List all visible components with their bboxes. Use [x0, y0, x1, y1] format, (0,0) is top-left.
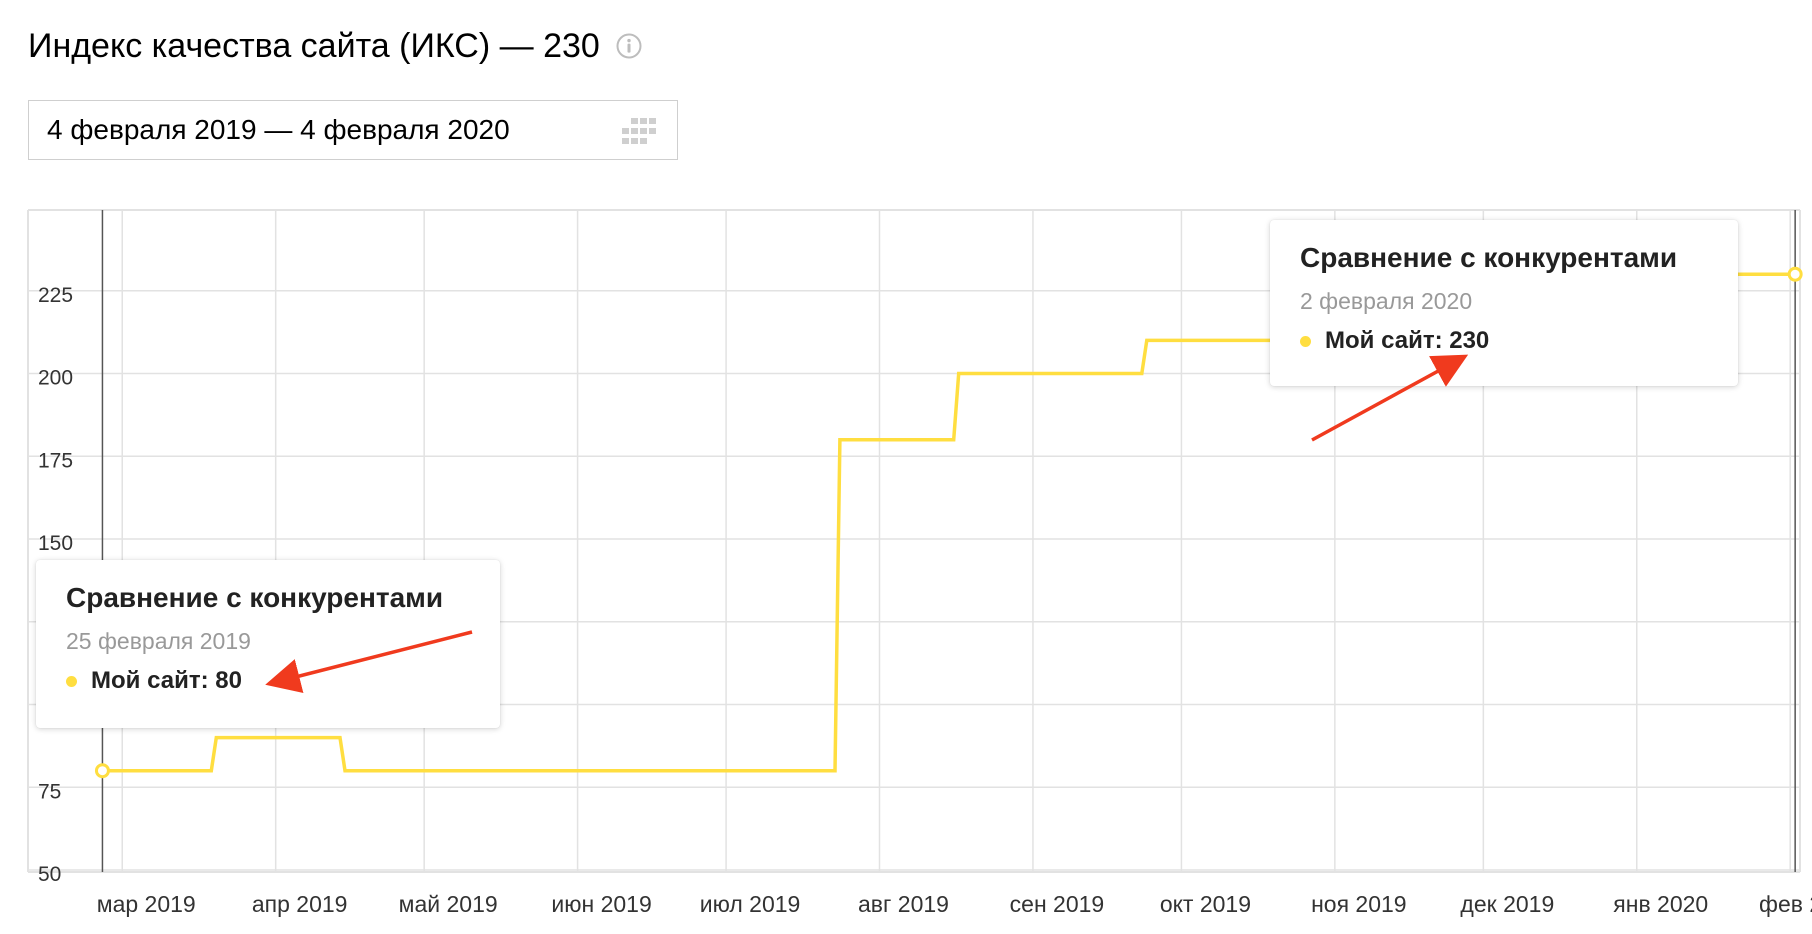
- grid-layer: [27, 209, 1801, 873]
- page-title: Индекс качества сайта (ИКС) — 230: [28, 20, 642, 72]
- x-tick-label: окт 2019: [1160, 891, 1251, 917]
- x-tick-label: июн 2019: [551, 891, 651, 917]
- date-range-value: 4 февраля 2019 — 4 февраля 2020: [47, 114, 510, 145]
- x-tick-label: май 2019: [399, 891, 498, 917]
- x-tick-label: мар 2019: [97, 891, 196, 917]
- y-axis-ticks: 225 200 175 150 75 50: [38, 284, 73, 886]
- x-tick-label: янв 2020: [1613, 891, 1708, 917]
- legend-dot: [1300, 335, 1311, 347]
- tooltip-title: Сравнение с конкурентами: [1300, 242, 1678, 273]
- legend-dot: [66, 675, 77, 687]
- tooltip-value: Мой сайт: 230: [1325, 327, 1490, 354]
- tooltip-value: Мой сайт: 80: [91, 667, 242, 694]
- y-tick-label: 150: [38, 532, 73, 555]
- y-tick-label: 175: [38, 449, 73, 472]
- x-tick-label: фев 2...: [1759, 891, 1812, 917]
- tooltip-title: Сравнение с конкурентами: [66, 582, 444, 613]
- x-tick-label: июл 2019: [700, 891, 801, 917]
- y-tick-label: 225: [38, 284, 73, 307]
- x-axis-ticks: мар 2019 апр 2019 май 2019 июн 2019 июл 2019…: [97, 891, 1812, 917]
- calendar-grid-icon[interactable]: [619, 117, 659, 145]
- x-tick-label: ноя 2019: [1311, 891, 1407, 917]
- x-tick-label: авг 2019: [858, 891, 949, 917]
- info-icon[interactable]: [616, 33, 642, 59]
- tooltip-value-row: Мой сайт: 230: [1300, 327, 1708, 355]
- tooltip-value-row: Мой сайт: 80: [66, 667, 470, 695]
- tooltip-date: 2 февраля 2020: [1300, 288, 1473, 314]
- tooltip-date: 25 февраля 2019: [66, 628, 251, 654]
- tooltip-end: Сравнение с конкурентами 2 февраля 2020 …: [1270, 220, 1738, 386]
- y-tick-label: 200: [38, 367, 73, 390]
- y-tick-label: 50: [38, 863, 61, 886]
- tooltip-start: Сравнение с конкурентами 25 февраля 2019…: [36, 560, 500, 728]
- x-tick-label: сен 2019: [1010, 891, 1105, 917]
- date-range-picker[interactable]: 4 февраля 2019 — 4 февраля 2020: [28, 100, 678, 160]
- point-marker-start: [94, 763, 110, 779]
- page-title-text: Индекс качества сайта (ИКС) — 230: [28, 27, 600, 65]
- y-tick-label: 75: [38, 780, 61, 803]
- x-tick-label: апр 2019: [252, 891, 348, 917]
- point-marker-end: [1787, 266, 1803, 282]
- x-tick-label: дек 2019: [1460, 891, 1554, 917]
